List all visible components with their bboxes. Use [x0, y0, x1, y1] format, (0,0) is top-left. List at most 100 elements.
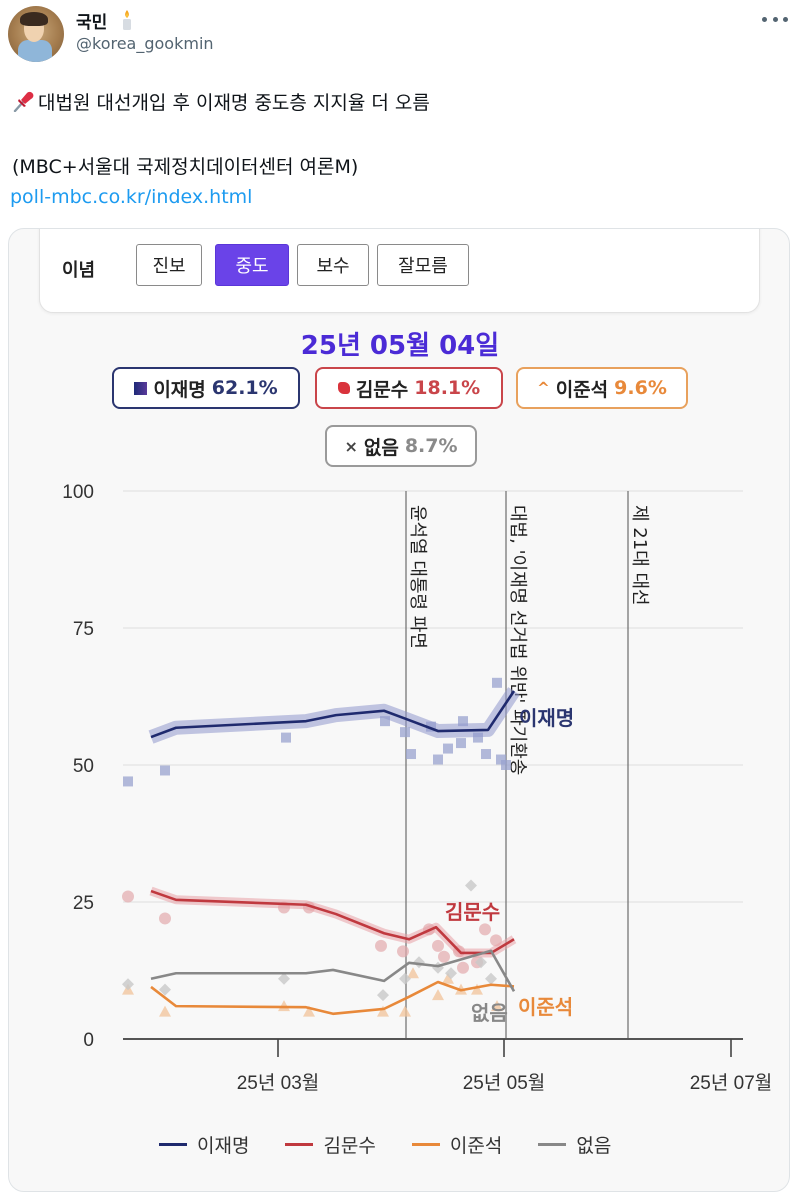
filter-button-unknown[interactable]: 잘모름: [377, 244, 469, 286]
poll-point: [278, 1000, 290, 1012]
blob-icon: [337, 382, 350, 394]
poll-point: [159, 983, 171, 996]
avatar-body: [18, 40, 52, 62]
series-end-label: 이재명: [519, 706, 574, 730]
poll-point: [159, 1005, 171, 1017]
poll-point: [471, 983, 483, 995]
user-handle[interactable]: @korea_gookmin: [76, 34, 214, 53]
poll-point: [407, 967, 419, 979]
poll-point: [400, 727, 410, 738]
poll-point: [406, 749, 416, 760]
poll-point: [278, 972, 290, 985]
series-line: [150, 889, 515, 955]
poll-point: [399, 1005, 411, 1017]
poll-point: [122, 890, 134, 903]
poll-point: [397, 945, 409, 958]
chart-legend: 이재명 김문수 이준석 없음: [159, 1131, 611, 1157]
tweet-header: 국민 @korea_gookmin: [0, 0, 800, 70]
series-end-label: 이준석: [518, 995, 573, 1019]
poll-link[interactable]: poll-mbc.co.kr/index.html: [10, 186, 253, 208]
avatar[interactable]: [8, 6, 64, 62]
caret-up-icon: ^: [537, 379, 550, 397]
poll-point: [399, 972, 411, 985]
legend-label: 이준석: [449, 1134, 503, 1157]
poll-point: [475, 956, 487, 969]
poll-point: [380, 716, 390, 727]
poll-point: [458, 716, 468, 727]
poll-point: [485, 972, 497, 985]
poll-point: [281, 732, 291, 743]
badge-lee-junseok: ^ 이준석 9.6%: [516, 367, 688, 409]
poll-point: [303, 1005, 315, 1017]
y-tick-label: 75: [73, 619, 94, 640]
x-tick-label: 25년 03월: [237, 1072, 320, 1094]
poll-point: [159, 912, 171, 925]
legend-label: 이재명: [197, 1134, 250, 1157]
badge-kim-moonsoo: 김문수 18.1%: [315, 367, 503, 409]
tweet-headline: 대법원 대선개입 후 이재명 중도층 지지율 더 오름: [38, 92, 430, 114]
poll-point: [432, 939, 444, 952]
series-line: [150, 949, 516, 992]
poll-point: [443, 743, 453, 754]
legend-item[interactable]: 없음: [538, 1131, 611, 1158]
tweet-media-chart[interactable]: 이념 진보 중도 보수 잘모름 25년 05월 04일 이재명 62.1% 김문…: [8, 228, 790, 1192]
poll-point: [479, 923, 491, 936]
event-label: 윤석열 대통령 파면: [407, 505, 428, 649]
poll-point: [160, 765, 170, 776]
poll-point: [496, 754, 506, 765]
poll-point: [473, 732, 483, 743]
filter-button-conservative[interactable]: 보수: [297, 244, 369, 286]
poll-point: [122, 978, 134, 991]
badge-lee-jaemyung: 이재명 62.1%: [112, 367, 300, 409]
display-name[interactable]: 국민: [76, 13, 108, 33]
square-icon: [134, 381, 148, 395]
poll-point: [377, 1005, 389, 1017]
legend-item[interactable]: 김문수: [285, 1131, 376, 1158]
filter-button-progressive[interactable]: 진보: [136, 244, 202, 286]
poll-point: [432, 989, 444, 1001]
y-tick-label: 25: [73, 893, 94, 914]
y-tick-label: 100: [62, 482, 94, 503]
poll-point: [481, 749, 491, 760]
chart-date-title: 25년 05월 04일: [300, 331, 500, 361]
tweet-text-line1: 대법원 대선개입 후 이재명 중도층 지지율 더 오름: [12, 88, 430, 115]
poll-point: [491, 1000, 503, 1012]
poll-point: [377, 989, 389, 1002]
series-line: [150, 690, 516, 739]
poll-point: [375, 939, 387, 952]
line-chart: 100 75 50 25 0 윤석열 대통령 파면 대법, '이재명 선거법 위반' 파기환…: [62, 482, 773, 1094]
poll-point: [456, 738, 466, 749]
event-label: 대법, '이재명 선거법 위반' 파기환송: [507, 505, 528, 775]
poll-point: [438, 950, 450, 963]
y-tick-label: 50: [73, 756, 94, 777]
candle-icon: [123, 10, 131, 30]
legend-item[interactable]: 이재명: [159, 1131, 249, 1158]
legend-label: 김문수: [323, 1134, 376, 1157]
cross-icon: ×: [344, 436, 358, 456]
poll-point: [501, 760, 511, 770]
legend-line-icon: [285, 1142, 314, 1146]
more-icon[interactable]: [762, 14, 788, 24]
pushpin-icon: [13, 91, 34, 112]
legend-line-icon: [159, 1142, 187, 1146]
poll-point: [445, 967, 457, 980]
tweet-text-line2: (MBC+서울대 국제정치데이터센터 여론M): [12, 156, 359, 178]
event-label: 제 21대 대선: [629, 505, 650, 606]
legend-label: 없음: [576, 1134, 612, 1157]
series-end-label: 김문수: [445, 900, 500, 924]
poll-point: [442, 972, 454, 984]
x-tick-label: 25년 05월: [463, 1072, 546, 1094]
y-tick-label: 0: [83, 1030, 94, 1051]
poll-point: [465, 879, 477, 892]
legend-line-icon: [538, 1142, 567, 1146]
filter-button-moderate[interactable]: 중도: [215, 244, 289, 286]
poll-point: [433, 754, 443, 765]
x-tick-label: 25년 07월: [690, 1072, 773, 1094]
ideology-filter-card: 이념 진보 중도 보수 잘모름: [39, 229, 760, 313]
badge-none: × 없음 8.7%: [325, 425, 477, 467]
poll-point: [457, 961, 469, 974]
filter-label: 이념: [62, 260, 96, 281]
series-end-label: 없음: [471, 1001, 508, 1025]
legend-item[interactable]: 이준석: [411, 1131, 503, 1158]
poll-point: [123, 776, 133, 787]
